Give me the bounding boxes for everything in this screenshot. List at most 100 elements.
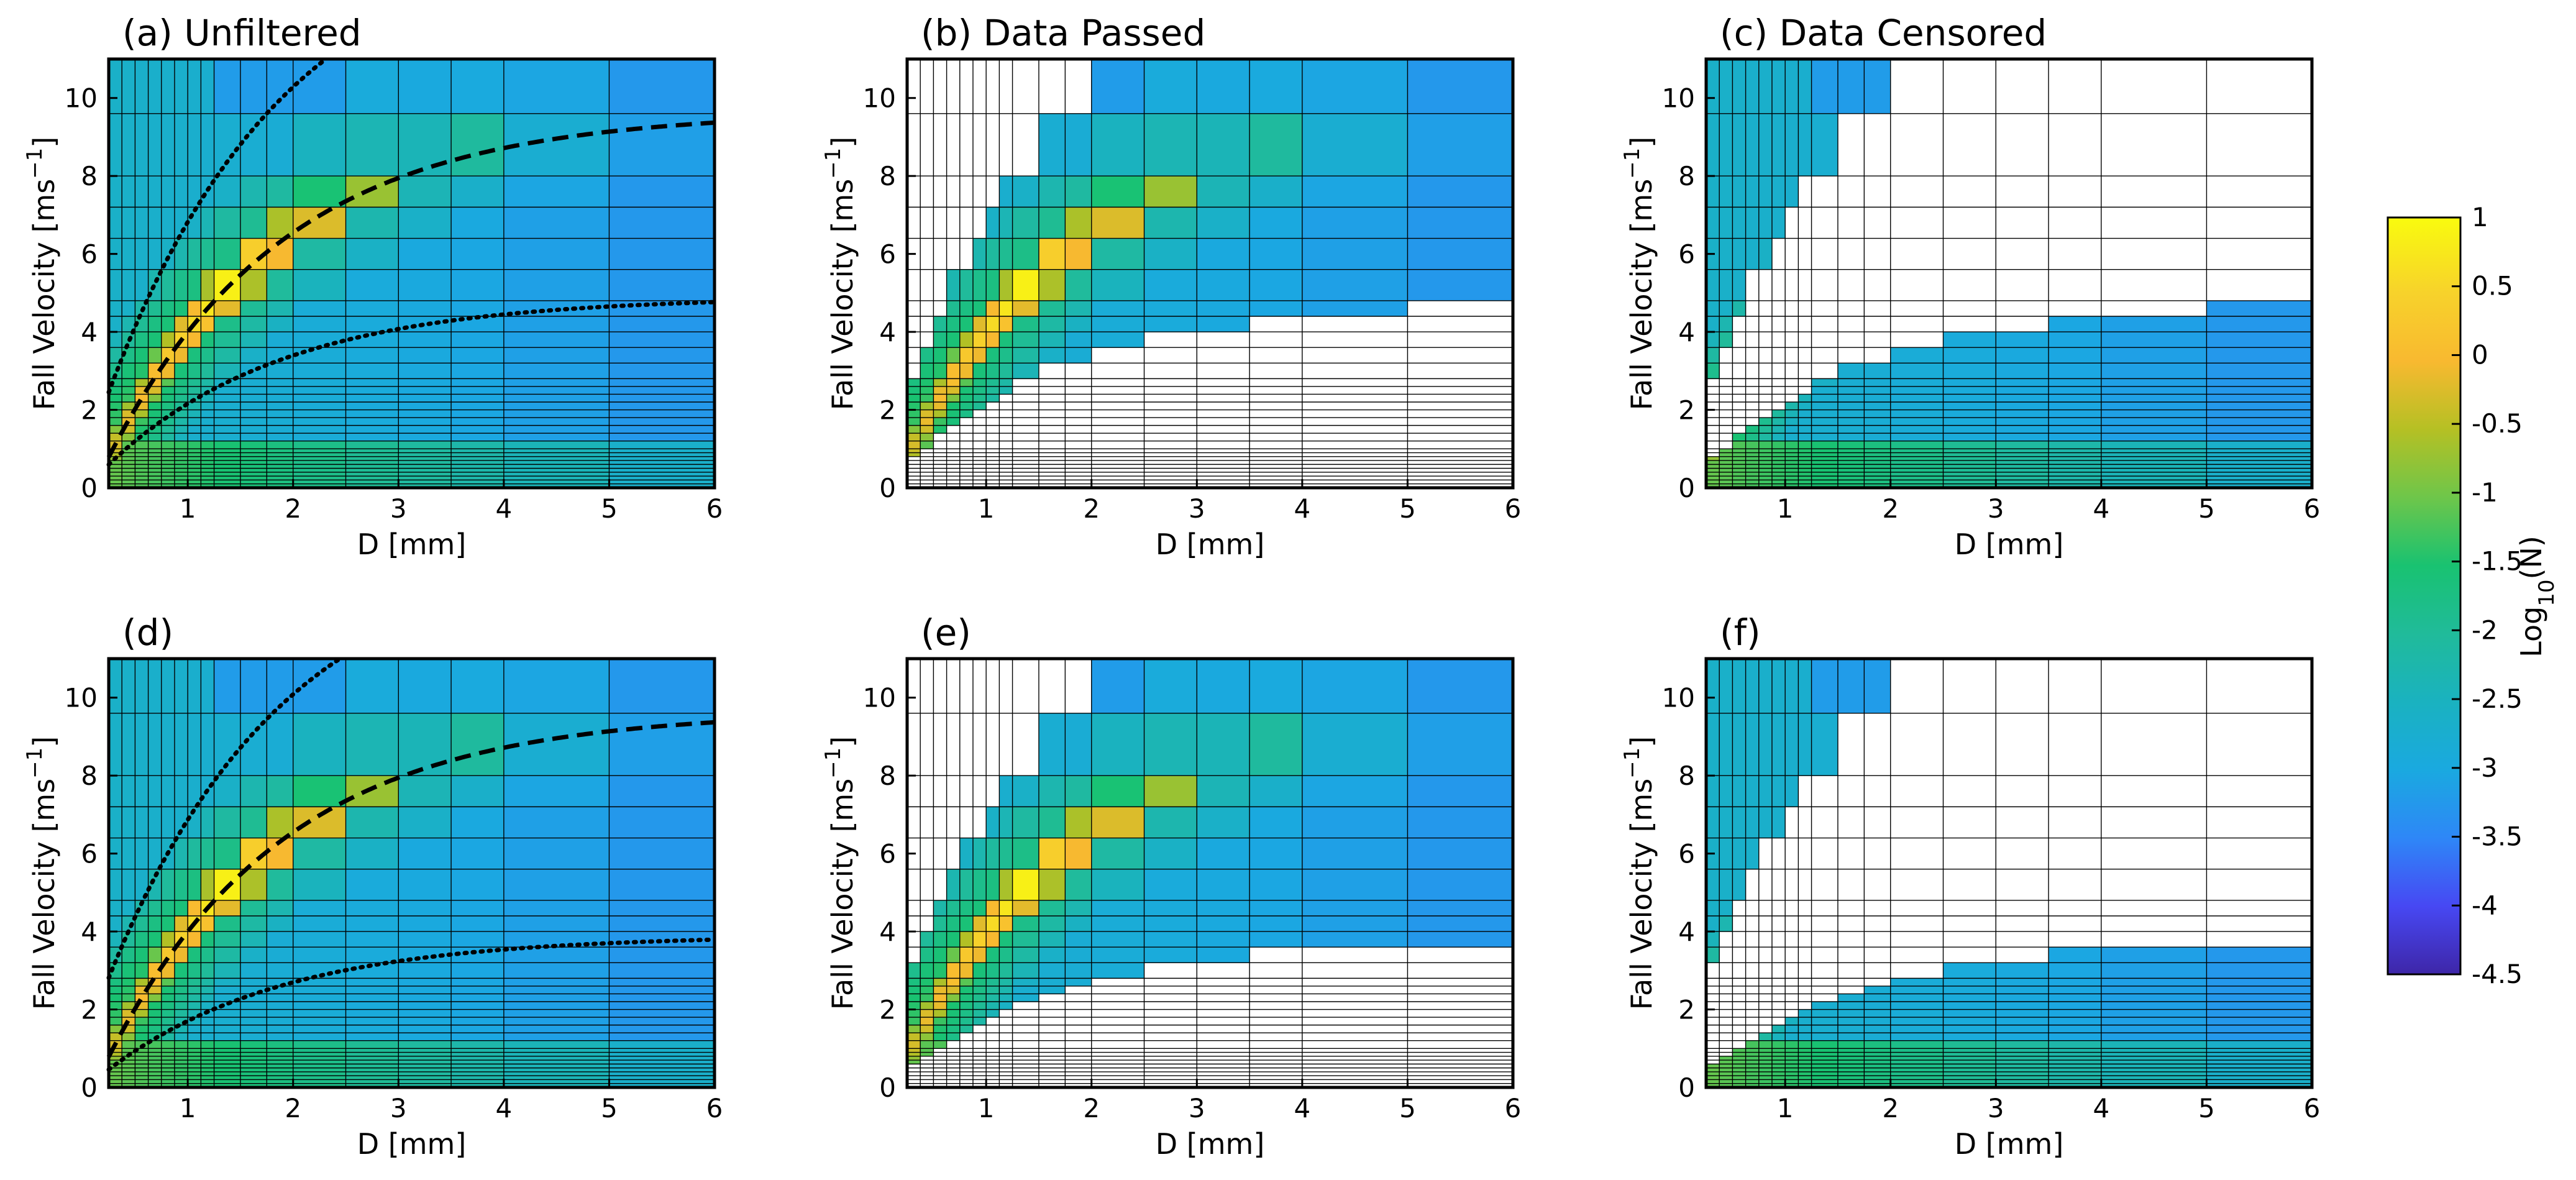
heatmap-cell xyxy=(1302,269,1409,301)
heatmap-cell xyxy=(959,978,974,987)
heatmap-cell xyxy=(174,394,188,403)
heatmap-cell xyxy=(959,947,974,963)
heatmap-cell xyxy=(188,468,201,473)
heatmap-cell xyxy=(503,468,610,473)
heatmap-cell xyxy=(174,900,188,917)
heatmap-cell xyxy=(1890,1068,1944,1073)
heatmap-cell xyxy=(1771,1048,1786,1053)
heatmap-cell xyxy=(240,480,267,485)
heatmap-cell xyxy=(148,472,162,477)
heatmap-cell xyxy=(1798,1076,1812,1081)
heatmap-cell xyxy=(999,869,1013,901)
heatmap-cell xyxy=(148,963,162,979)
heatmap-cell xyxy=(1798,468,1812,473)
heatmap-cell xyxy=(1771,1079,1786,1084)
heatmap-cell xyxy=(240,460,267,465)
heatmap-cell xyxy=(174,433,188,442)
heatmap-cell xyxy=(1732,441,1747,449)
heatmap-cell xyxy=(1706,483,1720,488)
heatmap-cell xyxy=(1012,176,1039,208)
heatmap-cell xyxy=(345,1083,399,1088)
heatmap-cell xyxy=(161,1048,175,1053)
heatmap-cell xyxy=(1771,713,1786,776)
heatmap-cell xyxy=(188,1064,201,1069)
heatmap-cell xyxy=(1864,480,1891,485)
heatmap-cell xyxy=(1732,207,1747,239)
heatmap-cell xyxy=(293,986,347,995)
heatmap-cell xyxy=(109,1009,122,1018)
heatmap-cell xyxy=(1249,659,1303,714)
heatmap-cell xyxy=(946,963,961,979)
heatmap-cell xyxy=(1890,1071,1944,1076)
heatmap-cell xyxy=(398,269,452,301)
heatmap-cell xyxy=(609,1048,715,1053)
heatmap-cell xyxy=(188,869,201,901)
heatmap-cell xyxy=(1706,347,1720,364)
heatmap-cell xyxy=(148,931,162,948)
heatmap-cell xyxy=(1065,332,1092,348)
heatmap-cell xyxy=(2048,1002,2102,1010)
heatmap-cell xyxy=(201,464,215,469)
y-tick-label: 2 xyxy=(879,995,896,1025)
heatmap-cell xyxy=(214,807,241,839)
heatmap-cell xyxy=(609,1060,715,1064)
heatmap-cell xyxy=(451,1076,505,1081)
heatmap-cell xyxy=(999,332,1013,348)
heatmap-cell xyxy=(2206,1064,2313,1069)
heatmap-cell xyxy=(201,986,215,995)
heatmap-cell xyxy=(1745,1068,1760,1073)
heatmap-cell xyxy=(2206,316,2313,332)
heatmap-cell xyxy=(174,483,188,488)
heatmap-cell xyxy=(1785,433,1799,442)
heatmap-cell xyxy=(174,316,188,332)
heatmap-cell xyxy=(293,378,347,387)
heatmap-cell xyxy=(188,807,201,839)
heatmap-cell xyxy=(451,1048,505,1053)
heatmap-cell xyxy=(503,483,610,488)
heatmap-cell xyxy=(188,947,201,963)
heatmap-cell xyxy=(999,978,1013,987)
heatmap-cell xyxy=(1943,1002,1996,1010)
heatmap-cell xyxy=(1811,1060,1838,1064)
heatmap-cell xyxy=(2048,418,2102,426)
heatmap-cell xyxy=(1065,347,1092,364)
heatmap-cells xyxy=(1706,59,2313,488)
heatmap-cell xyxy=(1197,775,1250,807)
heatmap-cell xyxy=(1864,394,1891,403)
heatmap-cell xyxy=(1996,1052,2049,1057)
heatmap-cell xyxy=(1943,1048,1996,1053)
heatmap-cell xyxy=(1012,947,1039,963)
heatmap-cells xyxy=(1706,659,2313,1088)
heatmap-cell xyxy=(1038,207,1066,239)
heatmap-cell xyxy=(1785,1083,1799,1088)
heatmap-cell xyxy=(201,807,215,839)
heatmap-cell xyxy=(267,1076,294,1081)
heatmap-cell xyxy=(2101,1068,2208,1073)
heatmap-cell xyxy=(214,659,241,714)
x-tick-label: 5 xyxy=(1399,1093,1416,1123)
heatmap-cell xyxy=(1837,433,1865,442)
heatmap-cell xyxy=(1943,409,1996,418)
heatmap-cell xyxy=(345,402,399,411)
heatmap-cell xyxy=(933,963,948,979)
heatmap-cell xyxy=(1407,807,1514,839)
heatmap-cell xyxy=(1996,994,2049,1002)
heatmap-cell xyxy=(1719,1064,1733,1069)
heatmap-cell xyxy=(1943,1052,1996,1057)
heatmap-cell xyxy=(1785,480,1799,485)
heatmap-cell xyxy=(161,316,175,332)
heatmap-cell xyxy=(451,480,505,485)
y-tick-label: 8 xyxy=(1678,761,1695,791)
heatmap-cell xyxy=(398,1048,452,1053)
heatmap-cell xyxy=(451,409,505,418)
heatmap-cell xyxy=(1785,449,1799,454)
heatmap-cell xyxy=(188,1052,201,1057)
panel-title: (f) xyxy=(1720,611,1761,654)
heatmap-cell xyxy=(267,441,294,449)
heatmap-cell xyxy=(959,838,974,870)
heatmap-cell xyxy=(267,1079,294,1084)
heatmap-cell xyxy=(109,994,122,1002)
heatmap-cell xyxy=(946,900,961,917)
heatmap-cell xyxy=(999,775,1013,807)
